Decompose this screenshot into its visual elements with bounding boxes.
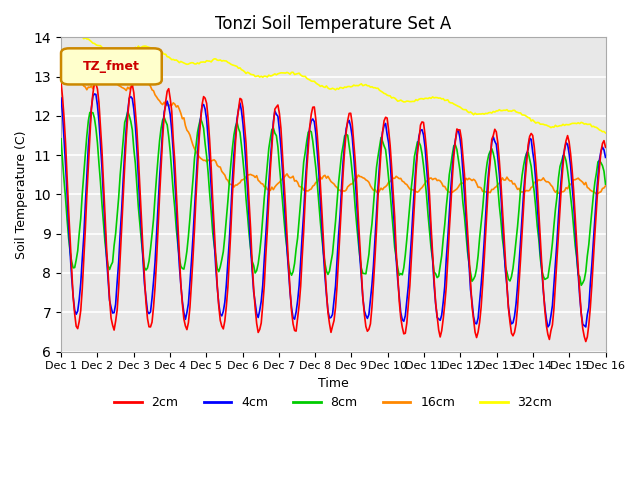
16cm — [239, 177, 247, 182]
16cm — [125, 86, 133, 92]
2cm — [220, 326, 227, 332]
4cm — [248, 267, 256, 273]
32cm — [573, 121, 580, 127]
Text: TZ_fmet: TZ_fmet — [83, 60, 140, 73]
Line: 32cm: 32cm — [61, 34, 605, 133]
4cm — [602, 155, 609, 160]
2cm — [295, 302, 303, 308]
4cm — [544, 324, 552, 330]
8cm — [602, 181, 609, 187]
8cm — [239, 158, 247, 164]
FancyBboxPatch shape — [61, 48, 162, 84]
8cm — [57, 136, 65, 142]
4cm — [297, 259, 305, 264]
32cm — [297, 72, 305, 78]
8cm — [124, 108, 132, 114]
32cm — [248, 72, 256, 78]
8cm — [248, 258, 256, 264]
32cm — [239, 68, 247, 73]
32cm — [221, 58, 228, 64]
16cm — [297, 184, 305, 190]
4cm — [57, 95, 65, 101]
2cm — [124, 113, 132, 119]
8cm — [577, 282, 585, 288]
2cm — [582, 339, 589, 345]
X-axis label: Time: Time — [318, 377, 349, 390]
16cm — [248, 172, 256, 178]
32cm — [125, 46, 133, 52]
2cm — [57, 79, 65, 85]
Line: 4cm: 4cm — [61, 94, 605, 327]
8cm — [125, 113, 133, 119]
2cm — [247, 226, 255, 231]
8cm — [297, 199, 305, 204]
2cm — [602, 144, 609, 150]
32cm — [602, 130, 609, 136]
2cm — [237, 96, 245, 102]
16cm — [593, 191, 600, 197]
32cm — [69, 31, 77, 37]
16cm — [57, 78, 65, 84]
Title: Tonzi Soil Temperature Set A: Tonzi Soil Temperature Set A — [215, 15, 451, 33]
16cm — [221, 172, 228, 178]
4cm — [90, 91, 98, 97]
8cm — [221, 234, 228, 240]
4cm — [239, 121, 247, 127]
16cm — [67, 70, 74, 75]
16cm — [573, 176, 580, 182]
4cm — [574, 271, 582, 277]
16cm — [602, 183, 609, 189]
4cm — [221, 300, 228, 305]
Y-axis label: Soil Temperature (C): Soil Temperature (C) — [15, 130, 28, 259]
Line: 8cm: 8cm — [61, 111, 605, 285]
4cm — [125, 95, 133, 101]
Line: 2cm: 2cm — [61, 82, 605, 342]
32cm — [57, 33, 65, 38]
8cm — [573, 255, 580, 261]
Legend: 2cm, 4cm, 8cm, 16cm, 32cm: 2cm, 4cm, 8cm, 16cm, 32cm — [109, 391, 557, 414]
2cm — [572, 214, 579, 220]
Line: 16cm: 16cm — [61, 72, 605, 194]
